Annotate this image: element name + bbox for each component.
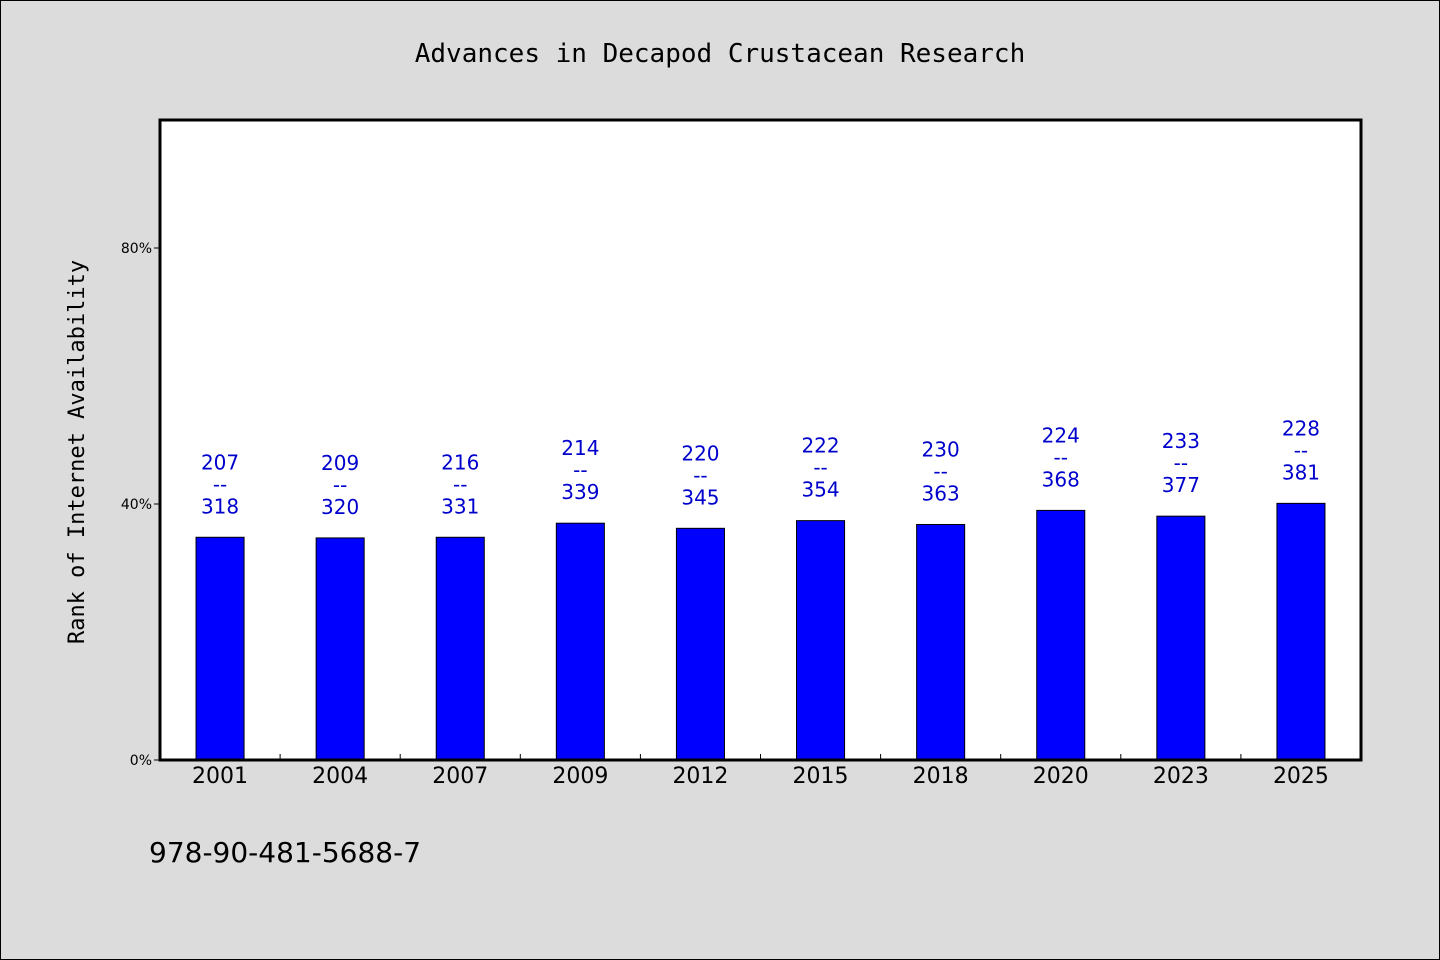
data-label-sep-2012: -- [693, 463, 707, 487]
x-tick-label-2009: 2009 [552, 764, 608, 789]
x-tick-label-2023: 2023 [1153, 764, 1209, 789]
data-labels-layer: 207--318209--320216--331214--339220--345… [201, 416, 1320, 519]
bar-2025 [1276, 502, 1326, 761]
data-label-top-2004: 209 [321, 451, 359, 475]
data-label-top-2020: 224 [1042, 423, 1080, 447]
data-label-top-2001: 207 [201, 450, 239, 474]
data-label-bottom-2018: 363 [922, 481, 960, 505]
bar-2009 [555, 522, 605, 761]
x-axis: 2001 2004 2007 2009 2012 2015 2018 2020 2023 2025 [192, 754, 1329, 789]
bar-2020 [1036, 509, 1086, 761]
data-label-top-2018: 230 [922, 437, 960, 461]
x-tick-label-2020: 2020 [1033, 764, 1089, 789]
bar-2004 [315, 537, 365, 761]
x-tick-label-2018: 2018 [913, 764, 969, 789]
data-label-top-2023: 233 [1162, 429, 1200, 453]
bar-2023 [1156, 515, 1206, 761]
data-label-top-2025: 228 [1282, 416, 1320, 440]
bar-2007 [435, 536, 485, 761]
data-label-sep-2023: -- [1174, 451, 1188, 475]
isbn-footer: 978-90-481-5688-7 [149, 836, 421, 869]
data-label-bottom-2009: 339 [561, 480, 599, 504]
bars-layer [195, 502, 1326, 761]
bar-2012 [675, 527, 725, 761]
x-tick-label-2007: 2007 [432, 764, 488, 789]
data-label-sep-2004: -- [333, 473, 347, 497]
y-tick-label: 0% [130, 753, 152, 769]
x-tick-label-2025: 2025 [1273, 764, 1329, 789]
data-label-top-2012: 220 [681, 441, 719, 465]
data-label-top-2009: 214 [561, 436, 599, 460]
y-axis: 0% 40% 80% [121, 241, 160, 769]
data-label-bottom-2012: 345 [681, 485, 719, 509]
y-tick-label: 80% [121, 241, 152, 257]
data-label-top-2015: 222 [801, 434, 839, 458]
data-label-top-2007: 216 [441, 450, 479, 474]
x-tick-label-2012: 2012 [672, 764, 728, 789]
bar-2015 [796, 520, 846, 761]
data-label-sep-2007: -- [453, 472, 467, 496]
data-label-sep-2001: -- [213, 472, 227, 496]
x-tick-label-2004: 2004 [312, 764, 368, 789]
data-label-sep-2025: -- [1294, 438, 1308, 462]
data-label-sep-2020: -- [1054, 445, 1068, 469]
bar-2001 [195, 536, 245, 761]
data-label-sep-2015: -- [813, 456, 827, 480]
data-label-bottom-2020: 368 [1042, 467, 1080, 491]
data-label-bottom-2004: 320 [321, 495, 359, 519]
data-label-bottom-2007: 331 [441, 494, 479, 518]
y-axis-label: Rank of Internet Availability [65, 260, 90, 644]
data-label-bottom-2025: 381 [1282, 460, 1320, 484]
y-tick-label: 40% [121, 497, 152, 513]
data-label-sep-2009: -- [573, 458, 587, 482]
data-label-bottom-2023: 377 [1162, 473, 1200, 497]
bar-2018 [916, 523, 966, 761]
data-label-bottom-2001: 318 [201, 494, 239, 518]
x-tick-label-2015: 2015 [793, 764, 849, 789]
data-label-sep-2018: -- [933, 459, 947, 483]
chart-title: Advances in Decapod Crustacean Research [415, 39, 1025, 69]
plot-border [158, 118, 1363, 762]
x-tick-label-2001: 2001 [192, 764, 248, 789]
data-label-bottom-2015: 354 [801, 478, 839, 502]
